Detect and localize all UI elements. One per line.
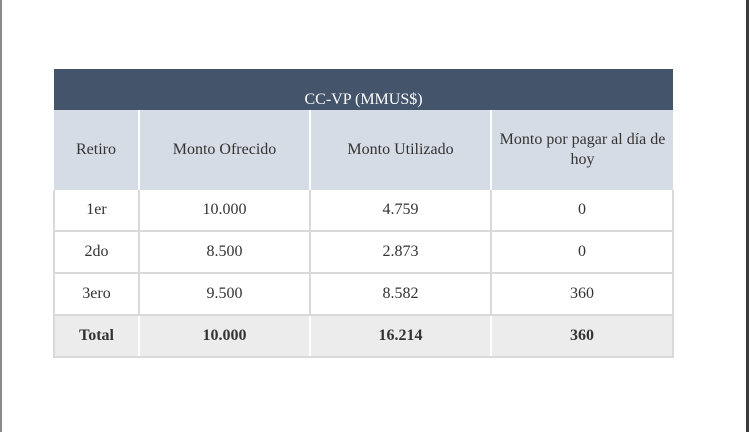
cell-monto-utilizado: 8.582 xyxy=(310,273,492,316)
table-title-row: CC-VP (MMUS$) xyxy=(54,69,674,110)
table-total-row: Total 10.000 16.214 360 xyxy=(53,315,675,358)
total-monto-utilizado: 16.214 xyxy=(310,315,492,358)
cell-monto-ofrecido: 9.500 xyxy=(139,273,311,316)
table-row: 2do 8.500 2.873 0 xyxy=(53,231,675,274)
column-header-monto-por-pagar: Monto por pagar al día de hoy xyxy=(491,110,674,190)
total-monto-ofrecido: 10.000 xyxy=(139,315,311,358)
cell-monto-utilizado: 2.873 xyxy=(310,231,492,274)
cell-monto-por-pagar: 360 xyxy=(491,273,675,316)
window-frame-left xyxy=(0,0,2,432)
cell-retiro: 3ero xyxy=(53,273,140,316)
window-frame-right xyxy=(746,0,749,432)
cell-monto-por-pagar: 0 xyxy=(491,190,675,232)
table-row: 1er 10.000 4.759 0 xyxy=(53,190,675,232)
total-label: Total xyxy=(53,315,140,358)
column-header-retiro: Retiro xyxy=(54,110,140,190)
total-monto-por-pagar: 360 xyxy=(491,315,675,358)
table-title: CC-VP (MMUS$) xyxy=(54,69,674,110)
cell-monto-utilizado: 4.759 xyxy=(310,190,492,232)
table-row: 3ero 9.500 8.582 360 xyxy=(53,273,675,316)
cell-monto-por-pagar: 0 xyxy=(491,231,675,274)
data-table: CC-VP (MMUS$) Retiro Monto Ofrecido Mont… xyxy=(53,69,675,358)
data-table-container: CC-VP (MMUS$) Retiro Monto Ofrecido Mont… xyxy=(53,69,675,358)
cell-monto-ofrecido: 8.500 xyxy=(139,231,311,274)
table-header-row: Retiro Monto Ofrecido Monto Utilizado Mo… xyxy=(54,110,674,190)
column-header-monto-ofrecido: Monto Ofrecido xyxy=(139,110,311,190)
cell-retiro: 2do xyxy=(53,231,140,274)
cell-retiro: 1er xyxy=(53,190,140,232)
column-header-monto-utilizado: Monto Utilizado xyxy=(310,110,492,190)
cell-monto-ofrecido: 10.000 xyxy=(139,190,311,232)
